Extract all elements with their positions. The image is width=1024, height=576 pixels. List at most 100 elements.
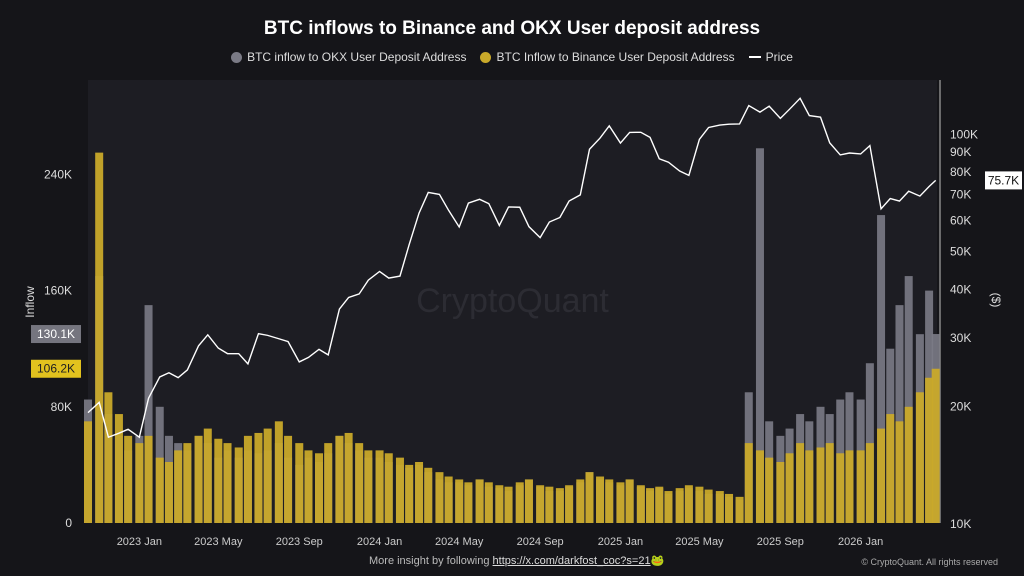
x-tick: 2025 Jan <box>598 536 643 548</box>
x-tick: 2024 Sep <box>517 536 564 548</box>
bar <box>274 421 283 523</box>
binance-last-value-badge <box>31 359 81 378</box>
bar <box>84 421 92 523</box>
bar <box>836 453 845 523</box>
y-left-tick: 240K <box>44 167 72 181</box>
okx-swatch-icon <box>231 51 243 63</box>
bar <box>695 486 704 523</box>
bar <box>435 472 444 523</box>
legend-label: Price <box>765 50 793 64</box>
bar <box>444 476 453 523</box>
bar <box>886 414 895 523</box>
bar <box>655 486 664 523</box>
y-left-tick: 0 <box>65 516 72 530</box>
y-right-tick: 70K <box>950 188 971 202</box>
chart-title: BTC inflows to Binance and OKX User depo… <box>263 18 761 39</box>
bar <box>375 450 384 523</box>
bar <box>856 450 865 523</box>
binance-swatch-icon <box>480 51 492 63</box>
bar <box>183 443 192 523</box>
frog-icon: 🐸 <box>650 555 665 567</box>
y-right-tick: 50K <box>950 245 971 259</box>
bar <box>704 489 713 523</box>
bar <box>104 392 113 523</box>
bar <box>114 414 123 523</box>
bar <box>675 488 684 523</box>
legend-item-okx[interactable]: BTC inflow to OKX User Deposit Address <box>231 50 466 64</box>
bar <box>565 485 574 523</box>
bar <box>536 485 545 523</box>
bar <box>776 461 785 523</box>
bar <box>344 432 353 523</box>
bar <box>144 435 153 523</box>
footer: More insight by following https://x.com/… <box>369 555 664 568</box>
price-last-value-badge-text: 75.7K <box>988 173 1019 187</box>
bar <box>214 438 223 523</box>
y-right-tick: 80K <box>950 165 971 179</box>
series-binance <box>84 152 940 523</box>
bar <box>524 479 533 523</box>
bar <box>415 461 424 523</box>
bar <box>315 453 324 523</box>
copyright: © CryptoQuant. All rights reserved <box>861 557 998 567</box>
bar <box>684 485 693 523</box>
bar <box>877 215 886 524</box>
bar <box>515 482 524 523</box>
bar <box>263 428 272 523</box>
x-tick: 2023 May <box>194 536 243 548</box>
bar <box>194 435 203 523</box>
y-right-tick: 100K <box>950 127 978 141</box>
y-left-label: Inflow <box>23 286 37 318</box>
legend-item-price[interactable]: Price <box>748 50 793 64</box>
okx-last-value-badge-text: 130.1K <box>37 327 75 341</box>
bar <box>395 457 404 523</box>
bar <box>504 486 513 523</box>
bar <box>904 276 913 523</box>
okx-last-value-badge <box>31 325 81 344</box>
bar <box>576 479 585 523</box>
bar <box>384 453 393 523</box>
bar <box>484 482 493 523</box>
legend-item-binance[interactable]: BTC Inflow to Binance User Deposit Addre… <box>480 50 735 64</box>
bar <box>155 457 164 523</box>
bar <box>755 450 764 523</box>
bar <box>825 443 834 523</box>
bar <box>455 479 464 523</box>
bar <box>865 443 874 523</box>
bar <box>284 435 293 523</box>
x-tick: 2023 Sep <box>276 536 323 548</box>
bar <box>636 485 645 523</box>
bar <box>816 447 825 523</box>
bar <box>555 488 564 523</box>
bar <box>475 479 484 523</box>
legend-label: BTC Inflow to Binance User Deposit Addre… <box>496 50 735 64</box>
bar <box>744 443 753 523</box>
bar <box>796 443 805 523</box>
y-left-tick: 160K <box>44 284 72 298</box>
y-right-tick: 60K <box>950 214 971 228</box>
bar <box>324 443 333 523</box>
bar <box>243 435 252 523</box>
bar <box>931 368 940 523</box>
y-right-tick: 10K <box>950 517 971 531</box>
bar <box>805 450 814 523</box>
bar <box>625 479 634 523</box>
bar <box>234 447 243 523</box>
bar <box>715 491 724 523</box>
bar <box>135 443 144 523</box>
bar <box>735 496 744 523</box>
bar <box>877 428 886 523</box>
price-last-value-badge <box>985 171 1022 190</box>
bar <box>545 486 554 523</box>
bar <box>605 479 614 523</box>
bar <box>755 148 764 524</box>
bar <box>124 435 133 523</box>
x-tick: 2025 May <box>675 536 724 548</box>
legend-label: BTC inflow to OKX User Deposit Address <box>247 50 467 64</box>
x-tick: 2024 Jan <box>357 536 402 548</box>
bar <box>464 482 473 523</box>
bar <box>765 457 774 523</box>
footer-link[interactable]: https://x.com/darkfost_coc?s=21 <box>492 555 651 567</box>
watermark: CryptoQuant <box>416 282 609 320</box>
bar <box>364 450 373 523</box>
